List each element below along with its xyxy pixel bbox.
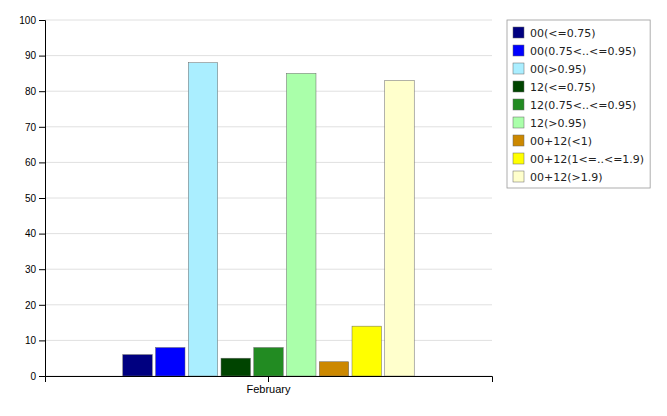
legend-label: 00(>0.95) <box>530 63 586 76</box>
legend-swatch <box>513 63 524 74</box>
tick-label: 70 <box>25 122 37 133</box>
legend-label: 00(0.75<..<=0.95) <box>530 45 636 58</box>
legend-swatch <box>513 27 524 38</box>
legend-label: 12(<=0.75) <box>530 81 596 94</box>
legend-swatch <box>513 45 524 56</box>
tick-mark <box>39 56 45 57</box>
tick: 10 <box>25 335 45 346</box>
tick: 80 <box>25 86 45 97</box>
axis-line <box>39 21 46 377</box>
legend-label: 12(0.75<..<=0.95) <box>530 99 636 112</box>
x-axis: February <box>46 376 493 395</box>
tick-mark <box>39 305 45 306</box>
bar <box>352 326 381 376</box>
legend: 00(<=0.75) 00(0.75<..<=0.95) 00(>0.95) 12(<… <box>507 20 650 188</box>
tick-label: 30 <box>25 264 37 275</box>
legend-label: 00+12(1<=..<=1.9) <box>530 153 644 166</box>
grid-line <box>45 20 492 21</box>
grid <box>45 20 492 376</box>
tick-label: 20 <box>25 300 37 311</box>
legend-swatch <box>513 117 524 128</box>
tick-mark <box>39 91 45 92</box>
bar <box>221 358 250 376</box>
legend-item: 00+12(1<=..<=1.9) <box>513 153 644 166</box>
legend-item: 00(0.75<..<=0.95) <box>513 45 636 58</box>
chart: 0 10 20 30 40 50 60 70 80 90 100 February 00(<=0.75)… <box>0 0 667 416</box>
tick-mark <box>39 376 45 377</box>
legend-label: 00+12(>1.9) <box>530 171 603 184</box>
tick: 20 <box>25 300 45 311</box>
grid-line <box>45 340 492 341</box>
legend-swatch <box>513 81 524 92</box>
bar <box>123 355 152 376</box>
tick-label: 10 <box>25 335 37 346</box>
legend-swatch <box>513 99 524 110</box>
tick-label: 40 <box>25 228 37 239</box>
bar <box>385 81 414 376</box>
tick: 60 <box>25 157 45 168</box>
tick: 30 <box>25 264 45 275</box>
grid-line <box>45 126 492 127</box>
grid-line <box>45 269 492 270</box>
legend-item: 00(>0.95) <box>513 63 586 76</box>
tick-label: 80 <box>25 86 37 97</box>
tick-mark <box>268 376 269 382</box>
tick-label: 90 <box>25 50 37 61</box>
grid-line <box>45 91 492 92</box>
legend-frame <box>507 20 650 188</box>
tick-label: February <box>246 383 291 395</box>
tick: 90 <box>25 50 45 61</box>
tick-label: 0 <box>30 371 36 382</box>
bar <box>319 362 348 376</box>
grid-line <box>45 198 492 199</box>
legend-item: 12(0.75<..<=0.95) <box>513 99 636 112</box>
tick-mark <box>39 234 45 235</box>
tick: 70 <box>25 122 45 133</box>
axis-line <box>46 377 493 383</box>
legend-label: 12(>0.95) <box>530 117 586 130</box>
tick: 0 <box>30 371 45 382</box>
tick: 50 <box>25 193 45 204</box>
tick-mark <box>39 127 45 128</box>
tick-mark <box>39 20 45 21</box>
grid-line <box>45 162 492 163</box>
grid-line <box>45 233 492 234</box>
legend-item: 00+12(<1) <box>513 135 592 148</box>
bars <box>123 63 414 376</box>
tick-label: 50 <box>25 193 37 204</box>
legend-label: 00+12(<1) <box>530 135 592 148</box>
tick: February <box>246 376 291 395</box>
y-axis: 0 10 20 30 40 50 60 70 80 90 100 <box>19 15 45 382</box>
grid-line <box>45 304 492 305</box>
tick-mark <box>39 162 45 163</box>
bar <box>287 73 316 376</box>
tick-mark <box>39 198 45 199</box>
legend-item: 00+12(>1.9) <box>513 171 603 184</box>
legend-label: 00(<=0.75) <box>530 27 596 40</box>
legend-item: 12(<=0.75) <box>513 81 596 94</box>
legend-swatch <box>513 153 524 164</box>
bar <box>188 63 217 376</box>
tick: 40 <box>25 228 45 239</box>
bar <box>254 348 283 376</box>
plot: 0 10 20 30 40 50 60 70 80 90 100 February 00(<=0.75)… <box>19 15 650 395</box>
tick-mark <box>39 269 45 270</box>
grid-line <box>45 55 492 56</box>
legend-item: 00(<=0.75) <box>513 27 596 40</box>
legend-swatch <box>513 135 524 146</box>
legend-swatch <box>513 171 524 182</box>
tick: 100 <box>19 15 45 26</box>
tick-label: 100 <box>19 15 36 26</box>
tick-label: 60 <box>25 157 37 168</box>
bar <box>156 348 185 376</box>
tick-mark <box>39 340 45 341</box>
legend-item: 12(>0.95) <box>513 117 586 130</box>
